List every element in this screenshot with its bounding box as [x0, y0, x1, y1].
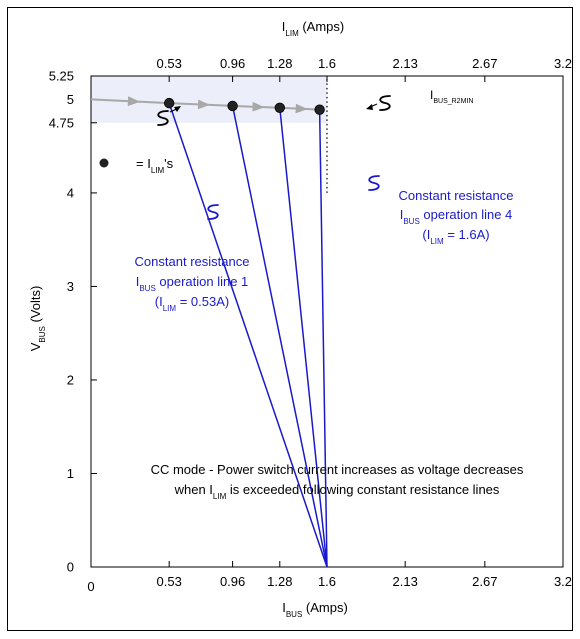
resistance-line-4 — [318, 109, 328, 568]
x-tick-label: 2.67 — [472, 574, 497, 589]
legend-label: = ILIM's — [136, 156, 174, 175]
y-tick-label: 0 — [67, 560, 74, 575]
x-tick-label: 0.96 — [220, 574, 245, 589]
top-tick-label: 0.53 — [157, 56, 182, 71]
squiggle-mark — [157, 110, 169, 126]
operating-band — [91, 76, 327, 123]
y-tick-label: 4 — [67, 185, 74, 200]
vbus-arrowhead — [252, 101, 265, 112]
resistance-line-2 — [231, 105, 328, 568]
y-axis-title: VBUS (Volts) — [28, 286, 47, 352]
annotation-line1-desc: IBUS operation line 1 — [136, 274, 249, 293]
y-tick-label: 5.25 — [49, 69, 74, 84]
ilim-point — [163, 97, 175, 109]
x-tick-label: 0 — [87, 579, 94, 594]
vbus-arrowhead — [295, 103, 308, 114]
top-tick-label: 3.2 — [554, 56, 572, 71]
pointer-arrowhead — [174, 106, 181, 112]
ibus-r2min-label: IBUS_R2MIN — [430, 88, 473, 105]
cc-mode-note-line1: CC mode - Power switch current increases… — [151, 462, 524, 477]
squiggle-mark — [379, 95, 391, 111]
squiggle-mark — [207, 204, 219, 220]
y-tick-label: 5 — [67, 92, 74, 107]
x-tick-label: 3.2 — [554, 574, 572, 589]
top-tick-label: 2.13 — [393, 56, 418, 71]
ilim-point — [314, 104, 325, 115]
annotation-line4-ilim: (ILIM = 1.6A) — [422, 227, 489, 246]
annotation-line1-ilim: (ILIM = 0.53A) — [155, 294, 229, 313]
ilim-point — [227, 100, 238, 112]
y-tick-label: 3 — [67, 279, 74, 294]
x-tick-label: 0.53 — [157, 574, 182, 589]
annotation-line4-title: Constant resistance — [399, 188, 514, 203]
annotation-line4-desc: IBUS operation line 4 — [400, 207, 513, 226]
resistance-line-3 — [279, 107, 328, 568]
x-tick-label: 2.13 — [393, 574, 418, 589]
x-tick-label: 1.6 — [318, 574, 336, 589]
legend-marker — [99, 158, 109, 168]
ilim-point — [274, 102, 286, 113]
top-tick-label: 1.28 — [267, 56, 292, 71]
resistance-line-1 — [168, 102, 328, 568]
x-tick-label: 1.28 — [267, 574, 292, 589]
vbus-arrowhead — [197, 99, 211, 110]
top-axis-title: ILIM (Amps) — [282, 19, 344, 38]
annotation-line1-title: Constant resistance — [135, 254, 250, 269]
top-tick-label: 0.96 — [220, 56, 245, 71]
x-axis-title: IBUS (Amps) — [282, 600, 348, 619]
vbus-arrowhead — [127, 96, 140, 106]
y-tick-label: 4.75 — [49, 115, 74, 130]
y-tick-label: 2 — [67, 372, 74, 387]
top-tick-label: 1.6 — [318, 56, 336, 71]
squiggle-mark — [368, 175, 380, 191]
cc-mode-note-line2: when ILIM is exceeded following constant… — [174, 482, 500, 501]
top-tick-label: 2.67 — [472, 56, 497, 71]
y-tick-label: 1 — [67, 466, 74, 481]
pointer-arrowhead — [366, 104, 373, 110]
